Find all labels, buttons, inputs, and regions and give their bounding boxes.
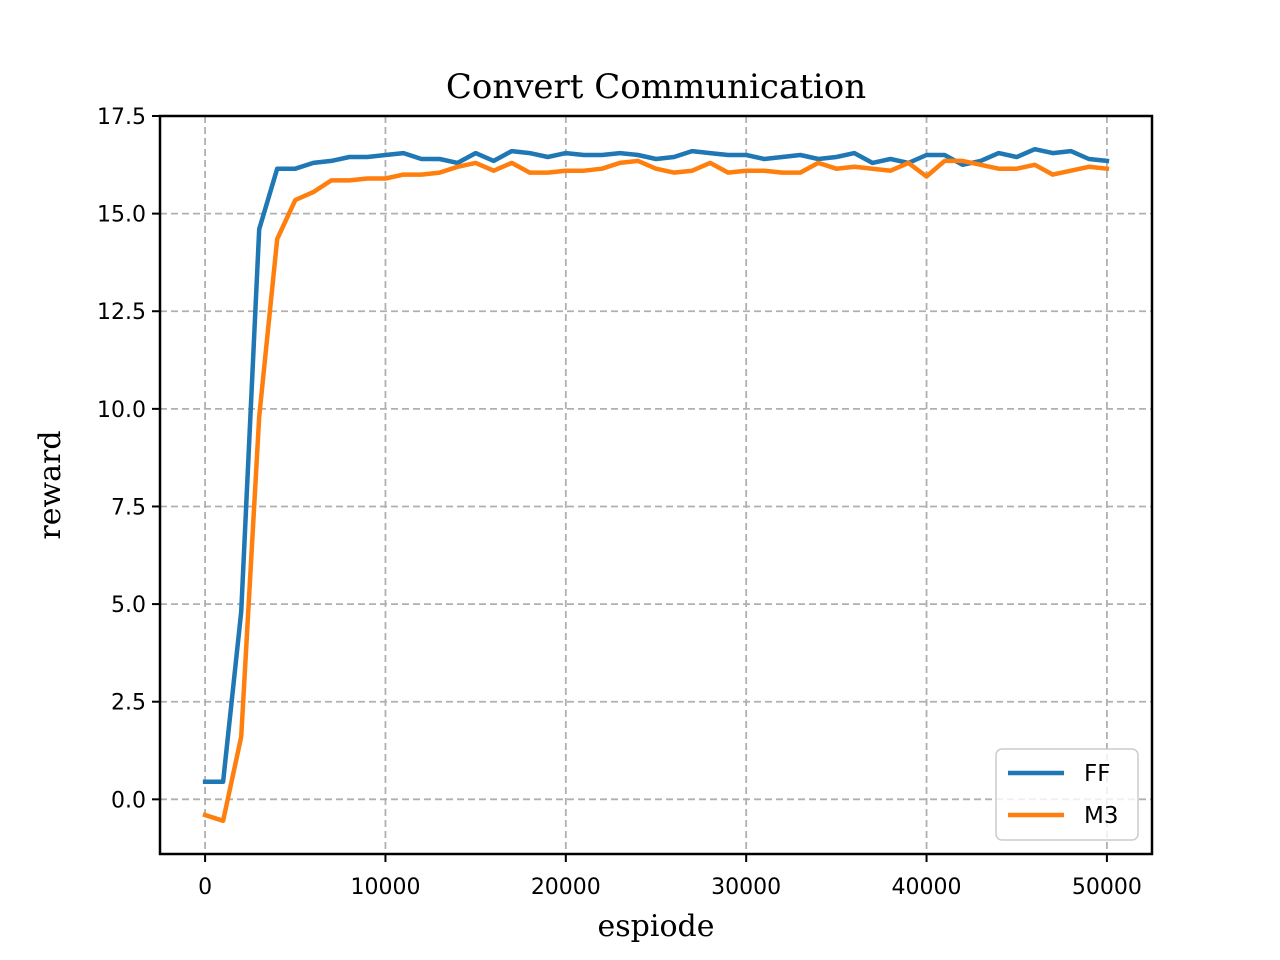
legend: FF M3 — [995, 748, 1139, 841]
x-tick-label: 10000 — [350, 875, 420, 900]
y-tick-label: 7.5 — [111, 495, 146, 520]
y-axis-label: reward — [33, 430, 68, 539]
x-axis-label: espiode — [598, 909, 715, 944]
legend-label-m3: M3 — [1084, 803, 1118, 829]
series-layer — [202, 146, 1110, 824]
y-tick-label: 15.0 — [97, 203, 146, 228]
y-tick-label: 12.5 — [97, 300, 146, 325]
y-tick-label: 17.5 — [97, 105, 146, 130]
chart-title: Convert Communication — [446, 67, 866, 107]
series-line-ff — [202, 146, 1110, 785]
plot-frame — [158, 114, 1154, 856]
y-tick-label: 10.0 — [97, 398, 146, 423]
x-tick-label: 0 — [198, 875, 212, 900]
x-tick-label: 40000 — [892, 875, 962, 900]
y-tick-label: 0.0 — [111, 788, 146, 813]
x-axis-ticks: 0 10000 20000 30000 40000 50000 — [198, 854, 1142, 900]
y-axis-ticks: 0.0 2.5 5.0 7.5 10.0 12.5 15.0 17.5 — [97, 105, 160, 813]
x-tick-label: 20000 — [531, 875, 601, 900]
legend-label-ff: FF — [1084, 761, 1110, 787]
x-tick-label: 30000 — [711, 875, 781, 900]
y-tick-label: 2.5 — [111, 691, 146, 716]
grid — [160, 115, 1152, 854]
x-tick-label: 50000 — [1072, 875, 1142, 900]
series-line-m3 — [202, 158, 1110, 824]
y-tick-label: 5.0 — [111, 593, 146, 618]
